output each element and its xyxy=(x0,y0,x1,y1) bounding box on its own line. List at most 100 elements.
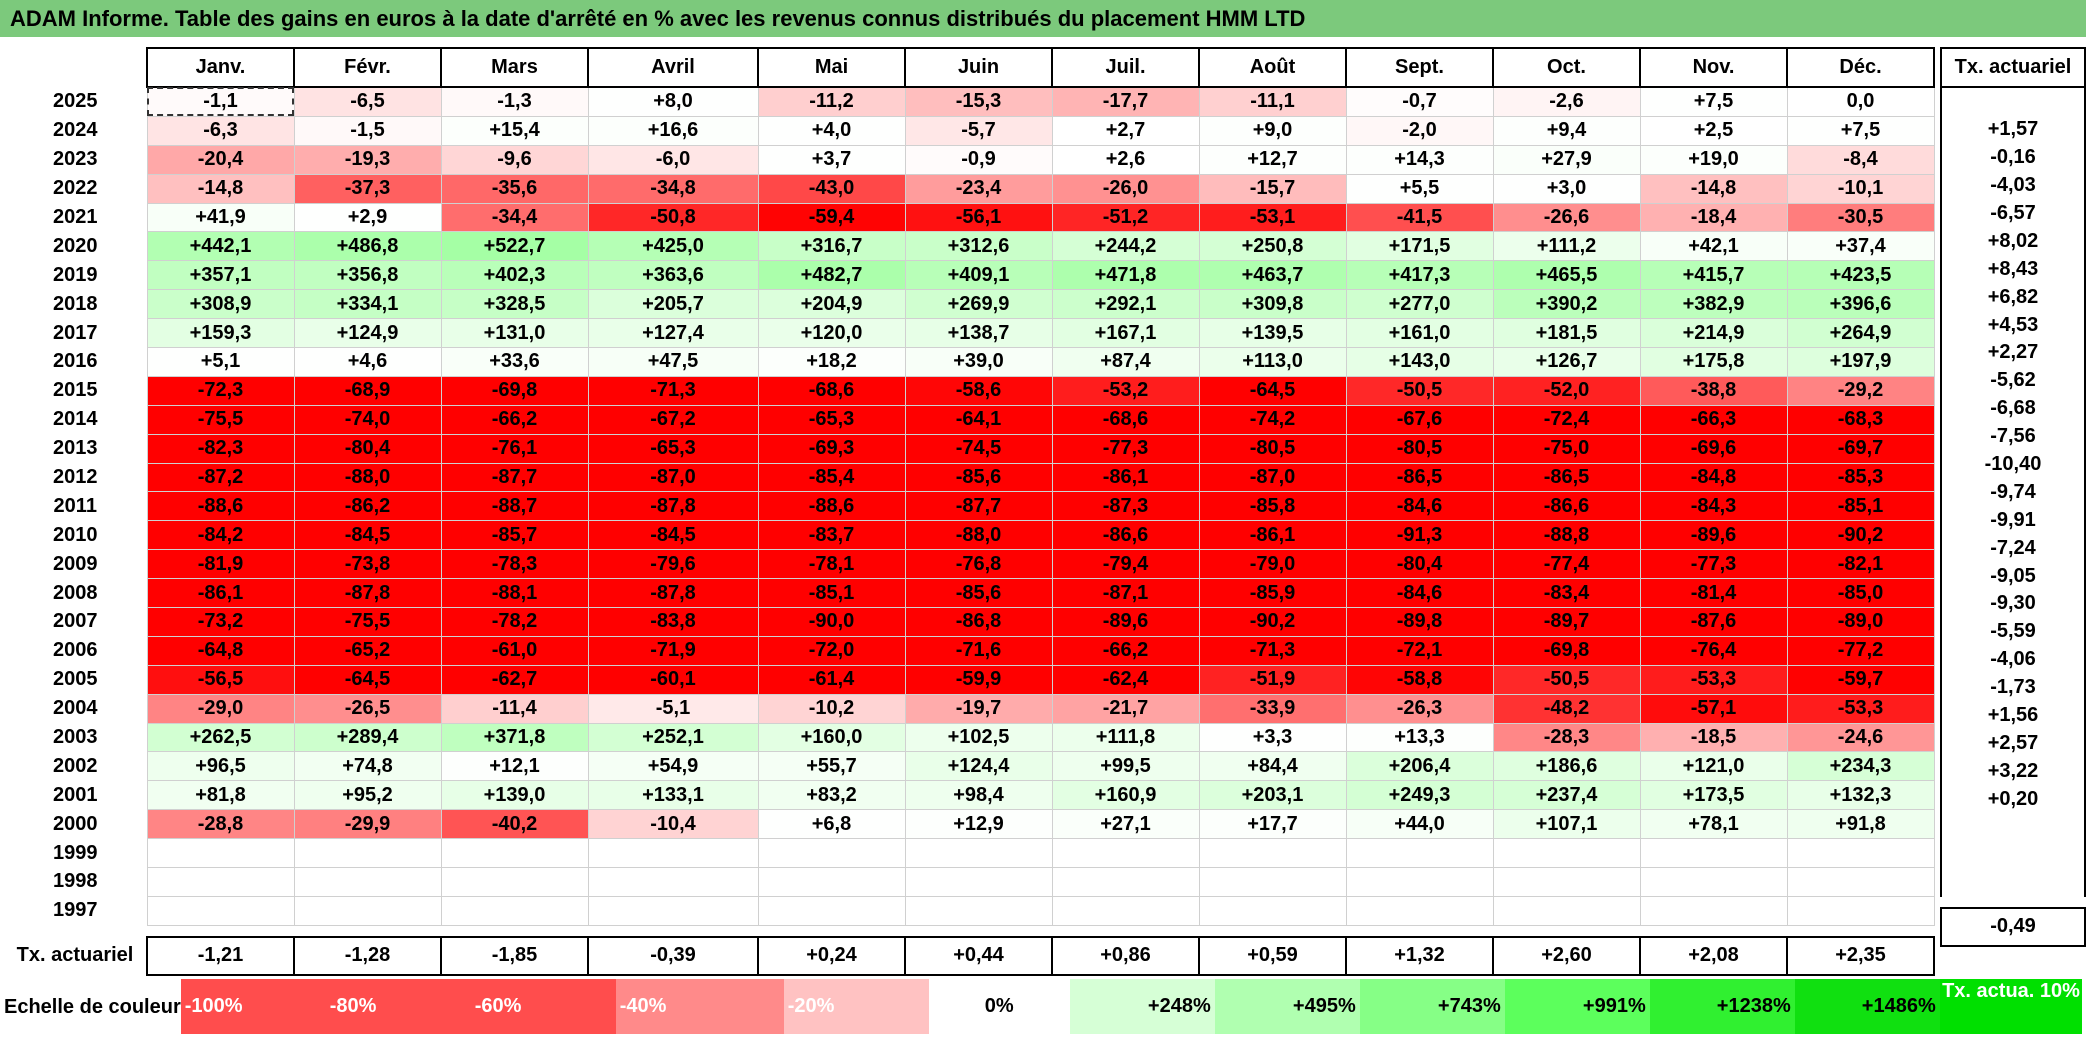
gain-cell: -86,8 xyxy=(904,607,1053,637)
footer-label: Tx. actuariel xyxy=(16,944,134,967)
rate-cell: +2,57 xyxy=(1940,729,2086,758)
gain-cell: -29,9 xyxy=(293,809,442,840)
gain-cell: -87,8 xyxy=(293,578,442,609)
gain-cell: -77,3 xyxy=(1639,549,1788,580)
gain-cell: -77,3 xyxy=(1051,433,1200,464)
gain-cell: -40,2 xyxy=(440,809,589,840)
gain-cell: -5,1 xyxy=(587,693,759,724)
gain-cell: -37,3 xyxy=(293,173,442,204)
gain-cell xyxy=(904,838,1053,869)
gain-cell: +181,5 xyxy=(1492,318,1641,349)
gain-cell: +334,1 xyxy=(293,289,442,320)
gain-cell: -84,5 xyxy=(293,520,442,551)
gain-cell: +316,7 xyxy=(757,231,906,262)
gain-cell: +234,3 xyxy=(1786,751,1935,782)
gain-cell: -26,6 xyxy=(1492,202,1641,233)
gain-cell: -87,8 xyxy=(587,578,759,609)
year-label: 1999 xyxy=(53,841,98,864)
gain-cell xyxy=(293,838,442,869)
gain-cell: -15,3 xyxy=(904,86,1053,117)
rate-cell: +4,53 xyxy=(1940,311,2086,340)
gain-cell: -88,0 xyxy=(904,520,1053,551)
gain-cell: +99,5 xyxy=(1051,751,1200,782)
gain-cell: -76,1 xyxy=(440,433,589,464)
gain-cell: +2,9 xyxy=(293,202,442,233)
gain-cell: +37,4 xyxy=(1786,231,1935,262)
gain-cell: +41,9 xyxy=(146,202,295,233)
gain-cell: -33,9 xyxy=(1198,693,1347,724)
gain-cell: +54,9 xyxy=(587,751,759,782)
gain-cell: -86,2 xyxy=(293,491,442,522)
gain-cell: -14,8 xyxy=(1639,173,1788,204)
gain-cell: -50,5 xyxy=(1345,375,1494,406)
gain-cell: +171,5 xyxy=(1345,231,1494,262)
year-label: 2024 xyxy=(53,119,98,142)
rate-cell: -9,30 xyxy=(1940,590,2086,618)
year-label: 2002 xyxy=(53,754,98,777)
gain-cell: -73,2 xyxy=(146,607,295,637)
gain-cell: -19,3 xyxy=(293,144,442,175)
gain-cell: +292,1 xyxy=(1051,289,1200,320)
gain-cell xyxy=(1198,867,1347,897)
gain-cell: -10,2 xyxy=(757,693,906,724)
gain-cell: -10,1 xyxy=(1786,173,1935,204)
year-row: 1999 xyxy=(4,838,1935,869)
month-header-row: Janv. Févr. Mars Avril Mai Juin Juil. Août Sept.… xyxy=(4,47,1935,88)
year-label: 2021 xyxy=(53,206,98,228)
gain-cell: +47,5 xyxy=(587,347,759,377)
gain-cell: +402,3 xyxy=(440,260,589,291)
gain-cell xyxy=(146,867,295,897)
gain-cell xyxy=(1492,838,1641,869)
month-header-2: Févr. xyxy=(293,47,442,88)
year-row: 2009 -81,9 -73,8 -78,3 -79,6 -78,1 -76,8 -79,4-… xyxy=(4,549,1935,580)
gain-cell: -24,6 xyxy=(1786,722,1935,753)
rate-cell: -1,73 xyxy=(1940,673,2086,702)
footer-rate-cell: +0,44 xyxy=(904,935,1053,976)
gain-cell: -59,4 xyxy=(757,202,906,233)
gain-cell: -50,5 xyxy=(1492,664,1641,695)
gain-cell: +27,1 xyxy=(1051,809,1200,840)
gain-cell: -89,6 xyxy=(1639,520,1788,551)
gain-cell: +39,0 xyxy=(904,347,1053,377)
gain-cell xyxy=(293,867,442,897)
gain-cell: -85,3 xyxy=(1786,462,1935,493)
gain-cell: -74,5 xyxy=(904,433,1053,464)
gain-cell: -86,1 xyxy=(1051,462,1200,493)
gain-cell: +442,1 xyxy=(146,231,295,262)
rate-cell xyxy=(1940,841,2086,869)
gain-cell: +19,0 xyxy=(1639,144,1788,175)
gain-cell: -87,8 xyxy=(587,491,759,522)
gain-cell: -72,4 xyxy=(1492,404,1641,435)
gain-cell: -78,1 xyxy=(757,549,906,580)
gain-cell: -75,5 xyxy=(293,607,442,637)
gain-cell: -76,8 xyxy=(904,549,1053,580)
year-label: 2013 xyxy=(53,437,98,460)
gain-cell: -38,8 xyxy=(1639,375,1788,406)
gain-cell: +417,3 xyxy=(1345,260,1494,291)
footer-row: Tx. actuariel -1,21 -1,28 -1,85 -0,39 +0,24 +0… xyxy=(4,935,1935,976)
rate-cell: -6,57 xyxy=(1940,199,2086,228)
gain-cell: +95,2 xyxy=(293,780,442,811)
footer-rate-cell: +2,08 xyxy=(1639,935,1788,976)
gain-cell: +3,3 xyxy=(1198,722,1347,753)
gain-cell: -71,6 xyxy=(904,635,1053,666)
month-header-6: Juin xyxy=(904,47,1053,88)
gain-cell: +2,5 xyxy=(1639,115,1788,146)
footer-rate-cell: +2,35 xyxy=(1786,935,1935,976)
color-scale-swatch: +248% xyxy=(1069,979,1215,1034)
gain-cell: -84,8 xyxy=(1639,462,1788,493)
color-scale-swatch: -100% xyxy=(180,979,326,1034)
gain-cell: -60,1 xyxy=(587,664,759,695)
gain-cell: +175,8 xyxy=(1639,347,1788,377)
gain-cell: -50,8 xyxy=(587,202,759,233)
gain-cell: -65,3 xyxy=(587,433,759,464)
gain-cell: -87,1 xyxy=(1051,578,1200,609)
gain-cell xyxy=(146,895,295,926)
gain-cell: -61,0 xyxy=(440,635,589,666)
gain-cell: +33,6 xyxy=(440,347,589,377)
gain-cell: -6,0 xyxy=(587,144,759,175)
gain-cell: -87,0 xyxy=(1198,462,1347,493)
year-row: 2000 -28,8 -29,9 -40,2 -10,4 +6,8 +12,9 +27,1 +1… xyxy=(4,809,1935,840)
gain-cell: +204,9 xyxy=(757,289,906,320)
gain-cell: -80,5 xyxy=(1345,433,1494,464)
